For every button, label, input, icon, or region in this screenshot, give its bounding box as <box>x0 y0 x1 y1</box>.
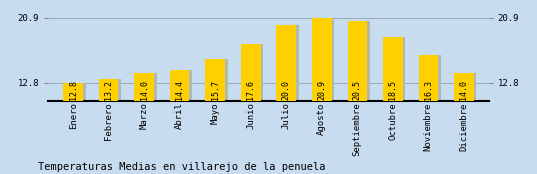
Bar <box>454 73 474 101</box>
Bar <box>421 55 441 101</box>
Text: 13.2: 13.2 <box>104 80 113 100</box>
Bar <box>347 21 367 101</box>
Bar <box>206 60 225 101</box>
Text: 14.0: 14.0 <box>140 80 149 100</box>
Text: 20.9: 20.9 <box>317 80 326 100</box>
Bar <box>456 73 476 101</box>
Bar <box>383 37 403 101</box>
Bar <box>312 18 331 101</box>
Text: 16.3: 16.3 <box>424 80 433 100</box>
Bar <box>315 18 334 101</box>
Bar <box>66 83 85 101</box>
Bar <box>134 73 154 101</box>
Bar <box>244 44 263 101</box>
Bar <box>350 21 369 101</box>
Bar <box>418 55 438 101</box>
Text: 20.5: 20.5 <box>353 80 362 100</box>
Text: 12.8: 12.8 <box>69 80 78 100</box>
Bar <box>63 83 83 101</box>
Bar <box>241 44 260 101</box>
Bar <box>137 73 156 101</box>
Bar <box>208 60 228 101</box>
Bar <box>170 70 190 101</box>
Text: 20.0: 20.0 <box>282 80 291 100</box>
Text: 14.0: 14.0 <box>459 80 468 100</box>
Text: 14.4: 14.4 <box>175 80 184 100</box>
Bar <box>386 37 405 101</box>
Bar <box>279 25 299 101</box>
Bar <box>101 79 121 101</box>
Bar <box>99 79 119 101</box>
Bar <box>172 70 192 101</box>
Text: Temperaturas Medias en villarejo de la penuela: Temperaturas Medias en villarejo de la p… <box>38 162 325 172</box>
Text: 15.7: 15.7 <box>211 80 220 100</box>
Text: 18.5: 18.5 <box>388 80 397 100</box>
Bar <box>277 25 296 101</box>
Text: 17.6: 17.6 <box>246 80 255 100</box>
